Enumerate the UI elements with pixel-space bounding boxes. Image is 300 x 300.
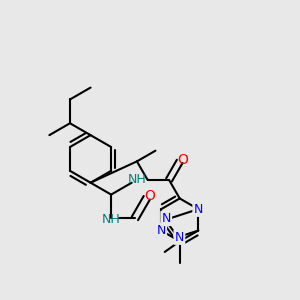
Text: N: N — [161, 212, 171, 225]
Text: N: N — [157, 224, 166, 237]
Text: NH: NH — [102, 213, 121, 226]
Text: NH: NH — [128, 173, 146, 186]
Text: O: O — [144, 189, 155, 203]
Text: O: O — [177, 154, 188, 167]
Text: N: N — [175, 231, 184, 244]
Text: N: N — [194, 202, 203, 216]
